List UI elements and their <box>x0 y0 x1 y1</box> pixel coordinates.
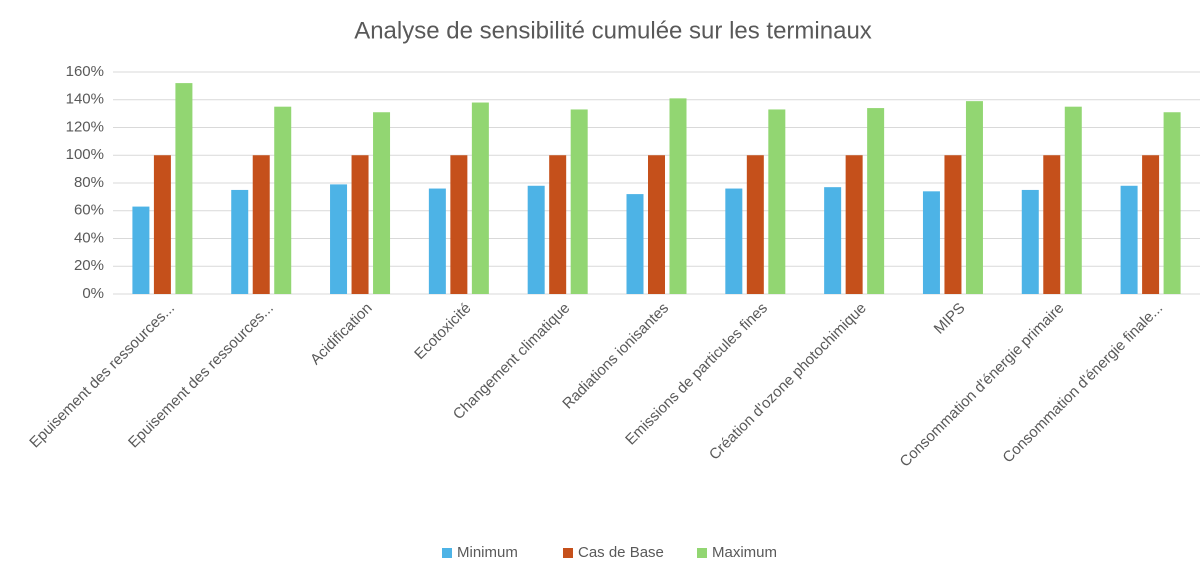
legend-swatch <box>697 548 707 558</box>
bar <box>1021 189 1039 294</box>
y-tick-label: 100% <box>66 146 104 163</box>
y-tick-label: 140% <box>66 91 104 108</box>
bar <box>471 102 489 295</box>
y-tick-label: 40% <box>74 229 104 246</box>
bar <box>153 155 171 294</box>
bar <box>824 187 842 294</box>
bar <box>944 155 962 294</box>
bar <box>922 191 940 294</box>
bar <box>450 155 468 294</box>
x-tick-label: Changement climatique <box>450 300 573 423</box>
bar <box>725 188 743 294</box>
bar <box>132 206 150 294</box>
bar <box>965 101 983 294</box>
bar <box>351 155 369 294</box>
bar <box>527 185 545 294</box>
bar <box>428 188 446 294</box>
bar <box>231 189 249 294</box>
legend-label: Minimum <box>457 544 518 561</box>
legend-swatch <box>563 548 573 558</box>
bar <box>1120 185 1138 294</box>
bar <box>330 184 348 294</box>
x-tick-label: Radiations ionisantes <box>559 300 672 413</box>
y-tick-label: 20% <box>74 257 104 274</box>
chart-title: Analyse de sensibilité cumulée sur les t… <box>354 17 872 44</box>
bar <box>252 155 270 294</box>
bar <box>1043 155 1061 294</box>
legend-swatch <box>442 548 452 558</box>
x-tick-label: Création d'ozone photochimique <box>706 300 870 464</box>
bar <box>1064 106 1082 294</box>
x-tick-label: Ecotoxicité <box>411 300 474 363</box>
bar <box>1163 112 1181 294</box>
y-tick-label: 80% <box>74 174 104 191</box>
bar <box>669 98 687 294</box>
bar <box>626 194 644 294</box>
y-tick-label: 0% <box>82 285 104 302</box>
bar <box>768 109 786 295</box>
bar <box>373 112 391 294</box>
bar <box>175 83 193 294</box>
bar <box>845 155 863 294</box>
legend-label: Cas de Base <box>578 544 664 561</box>
bar <box>648 155 665 294</box>
bar <box>867 108 885 294</box>
y-tick-label: 160% <box>66 63 104 80</box>
bar <box>570 109 588 295</box>
bar <box>1142 155 1160 294</box>
bar <box>746 155 764 294</box>
bar <box>274 106 292 294</box>
y-tick-label: 60% <box>74 202 104 219</box>
x-tick-label: MIPS <box>931 300 969 338</box>
bar <box>549 155 567 294</box>
legend-label: Maximum <box>712 544 777 561</box>
x-tick-label: Consommation d'énergie finale... <box>999 300 1166 467</box>
x-tick-label: Consommation d'énergie primaire <box>897 300 1068 471</box>
y-tick-label: 120% <box>66 118 104 135</box>
x-tick-label: Acidification <box>307 300 376 369</box>
